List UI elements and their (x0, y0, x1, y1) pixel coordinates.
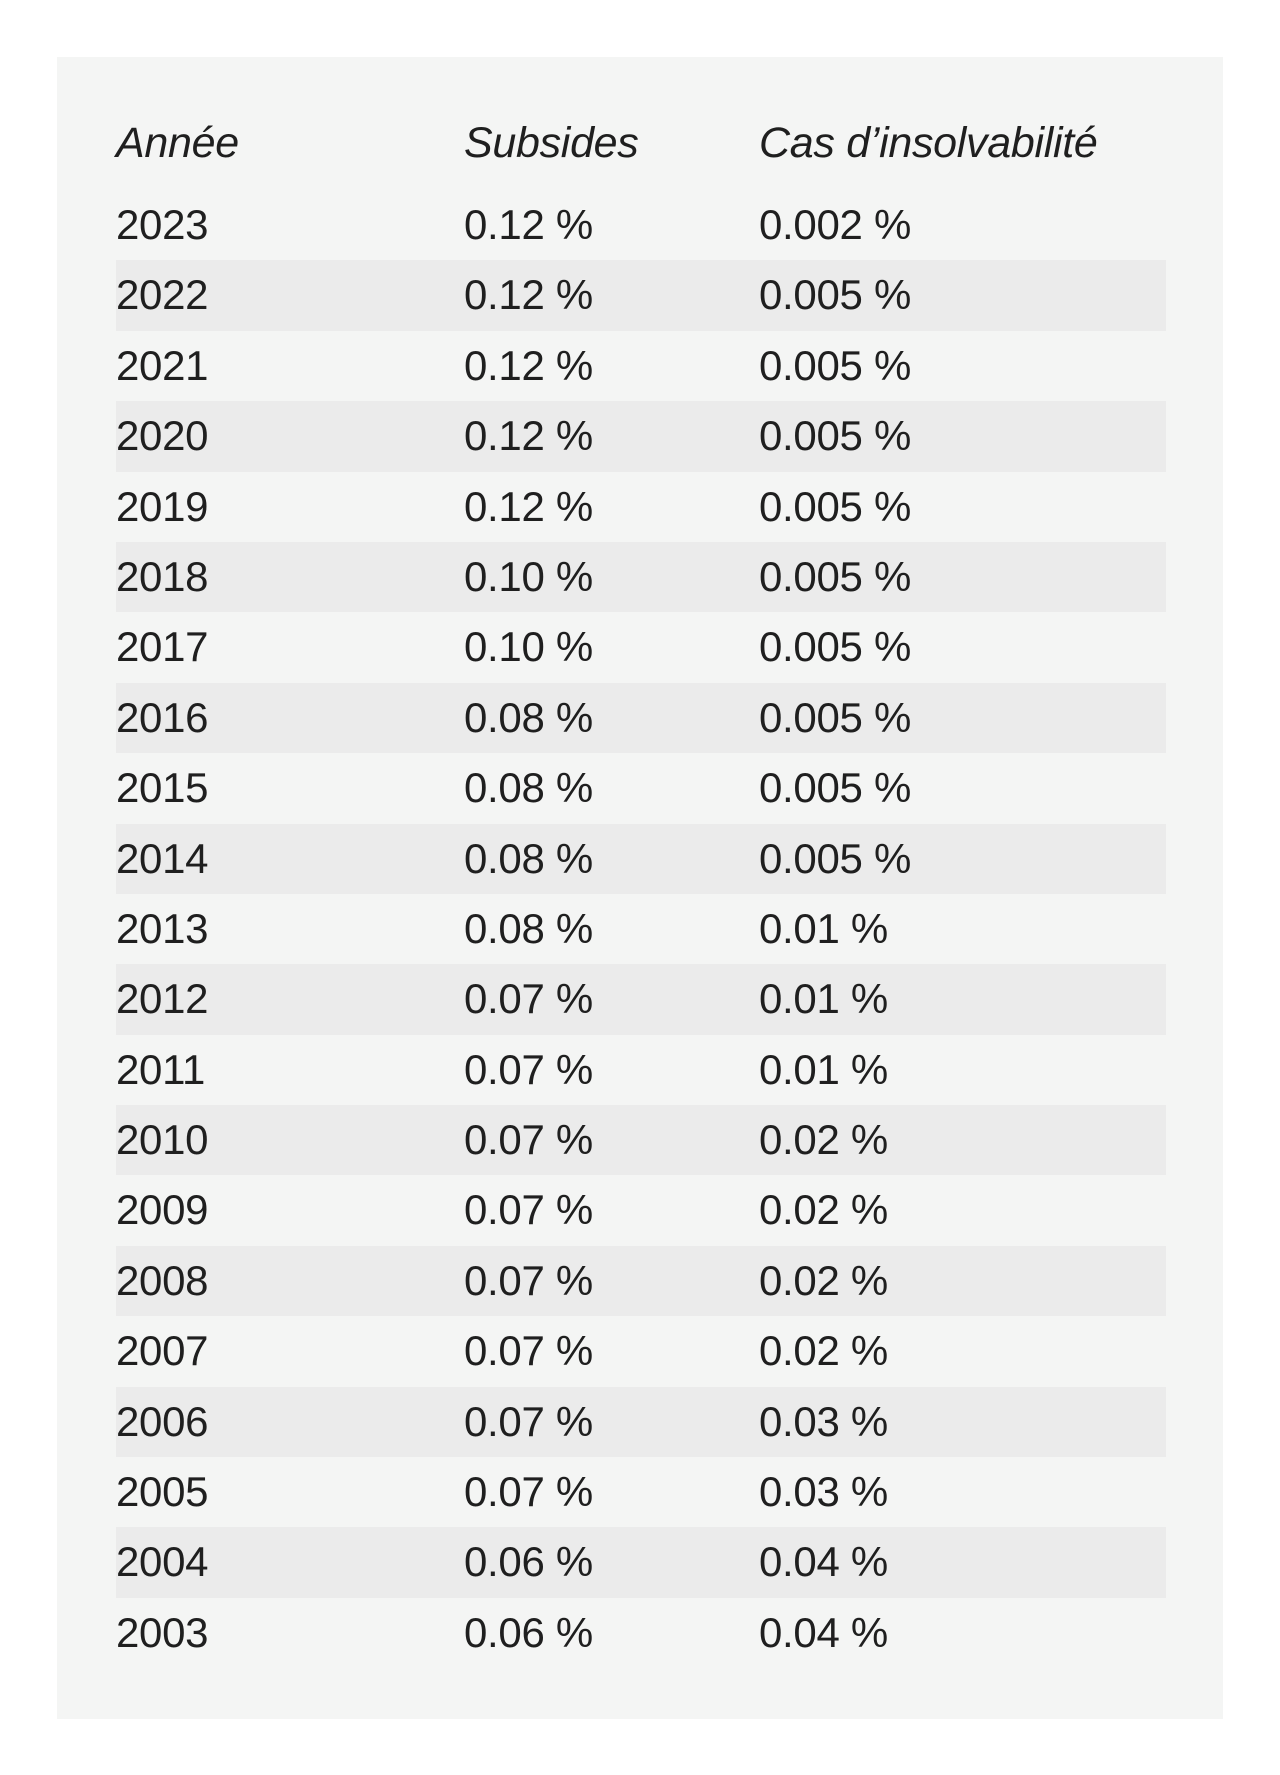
cell-subsidies: 0.07 % (464, 1045, 593, 1093)
table-row: 2010 0.07 % 0.02 % (116, 1105, 1166, 1176)
cell-subsidies: 0.07 % (464, 1116, 593, 1164)
table-row: 2023 0.12 % 0.002 % (116, 190, 1166, 260)
rates-table: Année Subsides Cas d’insolvabilité 2023 0… (116, 96, 1166, 1668)
table-body: 2023 0.12 % 0.002 % 2022 0.12 % 0.005 % 2021 0.… (116, 190, 1166, 1668)
cell-insolvency: 0.005 % (759, 834, 912, 882)
table-row: 2014 0.08 % 0.005 % (116, 823, 1166, 894)
table-row: 2006 0.07 % 0.03 % (116, 1386, 1166, 1458)
table-row: 2013 0.08 % 0.01 % (116, 894, 1166, 964)
header-subsidies: Subsides (464, 119, 639, 167)
cell-year: 2014 (116, 834, 209, 882)
header-insolvency: Cas d’insolvabilité (759, 119, 1098, 167)
cell-year: 2015 (116, 764, 209, 812)
cell-year: 2020 (116, 412, 209, 460)
table-panel: Année Subsides Cas d’insolvabilité 2023 0… (57, 57, 1223, 1719)
cell-subsidies: 0.12 % (464, 271, 593, 319)
table-row: 2021 0.12 % 0.005 % (116, 331, 1166, 401)
table-row: 2012 0.07 % 0.01 % (116, 964, 1166, 1035)
cell-year: 2012 (116, 975, 209, 1023)
cell-subsidies: 0.06 % (464, 1538, 593, 1586)
cell-subsidies: 0.10 % (464, 623, 593, 671)
cell-insolvency: 0.02 % (759, 1186, 888, 1234)
cell-subsidies: 0.08 % (464, 693, 593, 741)
cell-subsidies: 0.07 % (464, 1468, 593, 1516)
cell-subsidies: 0.07 % (464, 1256, 593, 1304)
cell-year: 2006 (116, 1397, 209, 1445)
cell-subsidies: 0.08 % (464, 904, 593, 952)
cell-year: 2009 (116, 1186, 209, 1234)
cell-year: 2003 (116, 1608, 209, 1656)
cell-subsidies: 0.10 % (464, 552, 593, 600)
table-row: 2009 0.07 % 0.02 % (116, 1175, 1166, 1245)
cell-subsidies: 0.12 % (464, 201, 593, 248)
cell-insolvency: 0.005 % (759, 412, 912, 460)
header-year: Année (116, 119, 239, 167)
cell-subsidies: 0.08 % (464, 834, 593, 882)
cell-insolvency: 0.005 % (759, 764, 912, 812)
cell-insolvency: 0.02 % (759, 1116, 888, 1164)
table-row: 2007 0.07 % 0.02 % (116, 1316, 1166, 1386)
table-header-row: Année Subsides Cas d’insolvabilité (116, 96, 1166, 190)
cell-insolvency: 0.01 % (759, 904, 888, 952)
table-row: 2008 0.07 % 0.02 % (116, 1245, 1166, 1317)
cell-subsidies: 0.07 % (464, 1397, 593, 1445)
cell-year: 2021 (116, 341, 209, 389)
cell-subsidies: 0.12 % (464, 341, 593, 389)
cell-year: 2007 (116, 1327, 209, 1375)
cell-subsidies: 0.06 % (464, 1608, 593, 1656)
cell-subsidies: 0.07 % (464, 1186, 593, 1234)
cell-insolvency: 0.02 % (759, 1256, 888, 1304)
cell-insolvency: 0.005 % (759, 482, 912, 530)
cell-year: 2019 (116, 482, 209, 530)
table-row: 2015 0.08 % 0.005 % (116, 753, 1166, 823)
cell-insolvency: 0.002 % (759, 201, 912, 248)
cell-year: 2005 (116, 1468, 209, 1516)
cell-year: 2022 (116, 271, 209, 319)
cell-year: 2016 (116, 693, 209, 741)
cell-insolvency: 0.04 % (759, 1538, 888, 1586)
table-row: 2022 0.12 % 0.005 % (116, 260, 1166, 331)
cell-year: 2013 (116, 904, 209, 952)
cell-insolvency: 0.02 % (759, 1327, 888, 1375)
cell-insolvency: 0.005 % (759, 623, 912, 671)
cell-subsidies: 0.12 % (464, 412, 593, 460)
table-row: 2003 0.06 % 0.04 % (116, 1598, 1166, 1668)
cell-insolvency: 0.005 % (759, 341, 912, 389)
cell-subsidies: 0.08 % (464, 764, 593, 812)
cell-insolvency: 0.03 % (759, 1397, 888, 1445)
cell-insolvency: 0.005 % (759, 693, 912, 741)
cell-year: 2008 (116, 1256, 209, 1304)
cell-year: 2004 (116, 1538, 209, 1586)
cell-subsidies: 0.12 % (464, 482, 593, 530)
cell-insolvency: 0.005 % (759, 271, 912, 319)
cell-insolvency: 0.01 % (759, 975, 888, 1023)
table-row: 2005 0.07 % 0.03 % (116, 1457, 1166, 1527)
table-row: 2020 0.12 % 0.005 % (116, 401, 1166, 472)
table-row: 2016 0.08 % 0.005 % (116, 682, 1166, 754)
cell-year: 2018 (116, 552, 209, 600)
cell-insolvency: 0.01 % (759, 1045, 888, 1093)
cell-year: 2017 (116, 623, 209, 671)
table-row: 2019 0.12 % 0.005 % (116, 472, 1166, 542)
table-row: 2011 0.07 % 0.01 % (116, 1035, 1166, 1105)
cell-subsidies: 0.07 % (464, 1327, 593, 1375)
table-row: 2004 0.06 % 0.04 % (116, 1527, 1166, 1598)
table-row: 2018 0.10 % 0.005 % (116, 541, 1166, 613)
cell-insolvency: 0.04 % (759, 1608, 888, 1656)
cell-insolvency: 0.03 % (759, 1468, 888, 1516)
cell-insolvency: 0.005 % (759, 552, 912, 600)
cell-year: 2023 (116, 201, 209, 248)
cell-subsidies: 0.07 % (464, 975, 593, 1023)
cell-year: 2010 (116, 1116, 209, 1164)
cell-year: 2011 (116, 1045, 206, 1093)
table-row: 2017 0.10 % 0.005 % (116, 612, 1166, 682)
